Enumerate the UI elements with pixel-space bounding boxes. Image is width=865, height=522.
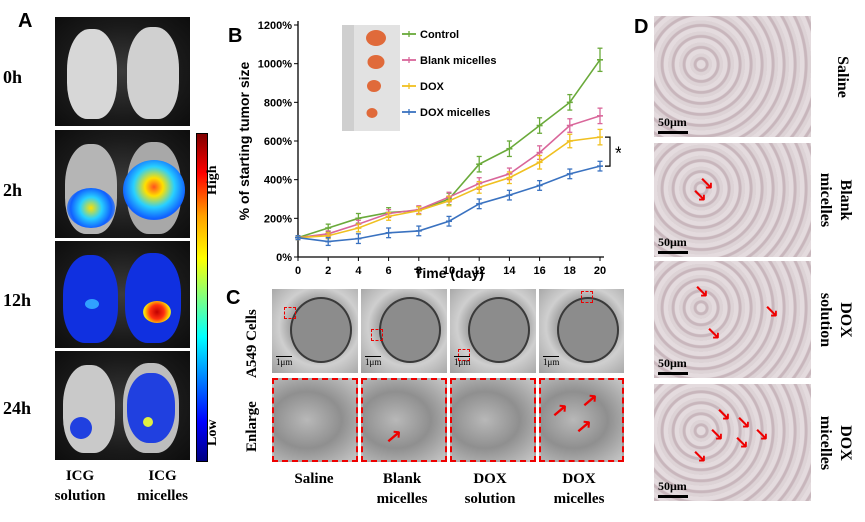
colorbar-high-label: High (205, 165, 220, 195)
legend-label: DOX micelles (420, 107, 490, 119)
ruler (342, 25, 354, 131)
em-image-dox-micelles: 1μm (539, 289, 624, 373)
y-tick-label: 1200% (258, 20, 292, 32)
mouse-image-0h (55, 17, 190, 126)
em-enlarged-dox-solution (450, 378, 536, 462)
arrow-icon: → (379, 421, 408, 451)
c-col-label-blank: Blank micelles (376, 471, 428, 507)
y-tick-label: 600% (264, 136, 292, 148)
arrow-icon: → (686, 443, 713, 470)
histology-image-dox-solution: → → → 50μm (654, 261, 811, 378)
panel-a-label: A (18, 10, 33, 32)
panel-b-label: B (228, 25, 243, 47)
row-label-a549: A549 Cells (244, 309, 260, 378)
panel-c-label: C (226, 287, 241, 309)
time-label-0h: 0h (3, 67, 23, 87)
d-label-dox-solution: DOX solution (817, 292, 854, 347)
c-col-label-dox-micelles: DOX micelles (553, 471, 605, 507)
em-image-blank-micelles: 1μm (361, 289, 447, 373)
tumor-size-chart: 0% 200% 400% 600% 800% 1000% 1200% 0 2 4 6 8 10 12 14 1… (236, 20, 621, 281)
arrow-icon: → (700, 320, 727, 347)
x-tick-label: 10 (443, 265, 455, 277)
c-col-label-saline: Saline (294, 471, 334, 487)
column-label-icg-solution: ICG solution (54, 468, 106, 504)
panel-d-label: D (634, 16, 649, 38)
mouse-image-2h (55, 130, 190, 238)
legend-label: Control (420, 29, 459, 41)
x-tick-label: 18 (564, 265, 576, 277)
histology-scale-bar: 50μm (658, 356, 688, 375)
colorbar (196, 133, 208, 462)
legend-label: DOX (420, 81, 445, 93)
tumor-photo (366, 30, 386, 46)
em-enlarged-saline (272, 378, 358, 462)
y-tick-label: 1000% (258, 59, 292, 71)
time-label-12h: 12h (3, 290, 32, 310)
y-tick-label: 800% (264, 97, 292, 109)
significance-bracket (605, 136, 611, 167)
histology-image-dox-micelles: → → → → → → 50μm (654, 384, 811, 501)
time-label-24h: 24h (3, 398, 32, 418)
roi-box (458, 349, 470, 361)
arrow-icon: → (575, 385, 604, 415)
column-label-icg-micelles: ICG micelles (137, 468, 188, 504)
arrow-icon: → (688, 278, 715, 305)
y-tick-label: 0% (276, 252, 292, 264)
tumor-photo (366, 108, 378, 118)
histology-image-blank-micelles: → → 50μm (654, 143, 811, 257)
y-tick-label: 400% (264, 175, 292, 187)
arrow-icon: → (748, 421, 775, 448)
x-tick-label: 6 (386, 265, 392, 277)
legend-label: Blank micelles (420, 55, 496, 67)
em-enlarged-blank-micelles: → (361, 378, 447, 462)
x-tick-label: 12 (473, 265, 485, 277)
em-scale-bar: 1μm (454, 356, 471, 367)
tumor-photo (367, 80, 381, 92)
em-enlarged-dox-micelles: → → → (539, 378, 624, 462)
tumor-photo (367, 55, 385, 69)
x-tick-label: 2 (325, 265, 331, 277)
em-scale-bar: 1μm (543, 356, 560, 367)
x-tick-label: 0 (295, 265, 301, 277)
em-image-dox-solution: 1μm (450, 289, 536, 373)
arrow-icon: → (569, 411, 598, 441)
time-label-2h: 2h (3, 180, 23, 200)
x-tick-label: 16 (533, 265, 545, 277)
mouse-image-12h (55, 241, 190, 348)
x-tick-label: 14 (503, 265, 516, 277)
em-scale-bar: 1μm (276, 356, 293, 367)
roi-box (284, 307, 296, 319)
em-scale-bar: 1μm (365, 356, 382, 367)
histology-scale-bar: 50μm (658, 115, 688, 134)
roi-box (371, 329, 383, 341)
significance-marker: * (615, 144, 621, 164)
d-label-dox-micelles: DOX micelles (817, 415, 854, 470)
histology-scale-bar: 50μm (658, 235, 688, 254)
em-image-saline: 1μm (272, 289, 358, 373)
row-label-enlarge: Enlarge (244, 401, 260, 452)
x-tick-label: 8 (416, 265, 422, 277)
y-axis-title: % of starting tumor size (236, 61, 252, 220)
roi-box (581, 291, 593, 303)
arrow-icon: → (758, 298, 785, 325)
x-tick-label: 4 (355, 265, 362, 277)
x-tick-label: 20 (594, 265, 606, 277)
c-col-label-dox-solution: DOX solution (464, 471, 516, 507)
mouse-image-24h (55, 351, 190, 460)
histology-scale-bar: 50μm (658, 479, 688, 498)
d-label-saline: Saline (834, 55, 851, 98)
arrow-icon: → (545, 395, 574, 425)
x-axis-title: Time (day) (414, 265, 484, 281)
y-tick-label: 200% (264, 213, 292, 225)
arrow-icon: → (703, 421, 730, 448)
histology-image-saline: 50μm (654, 16, 811, 137)
colorbar-low-label: Low (205, 419, 220, 446)
d-label-blank-micelles: Blank micelles (817, 172, 854, 228)
